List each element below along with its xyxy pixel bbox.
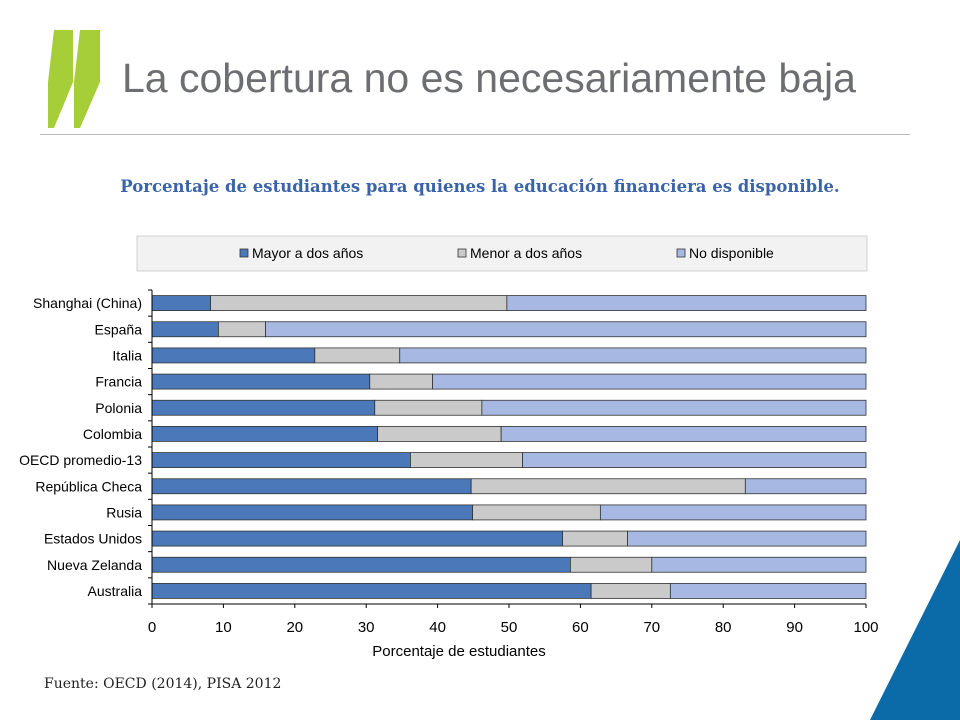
category-label: Estados Unidos [44,531,142,547]
x-tick-label: 60 [572,619,589,636]
bar-segment [399,347,867,364]
bar-segment [377,426,502,442]
bar-segment [669,583,867,599]
bar-segment [481,399,867,416]
bar-segment [506,295,867,311]
x-axis-label: Porcentaje de estudiantes [372,643,545,660]
x-tick-label: 100 [853,619,878,636]
bar-segment [151,426,379,442]
category-label: Francia [95,374,142,390]
bar-segment [151,295,211,311]
bar-segment [151,399,376,416]
bar-segment [374,399,483,416]
page-title: La cobertura no es necesariamente baja [122,55,856,101]
bar-segment [500,426,867,442]
category-label: Shanghai (China) [33,295,142,311]
x-tick-label: 40 [429,619,446,636]
bar-segment [369,373,434,390]
bar-segment [151,373,371,390]
category-label: Rusia [106,504,142,520]
bar-segment [570,556,653,573]
x-tick-label: 70 [643,619,660,636]
x-tick-label: 0 [148,619,156,636]
chart-subtitle: Porcentaje de estudiantes para quienes l… [120,177,840,196]
category-label: Australia [88,583,143,599]
bar-segment [314,347,401,364]
x-tick-label: 80 [715,619,732,636]
legend-label: No disponible [689,245,774,261]
source-note: Fuente: OECD (2014), PISA 2012 [44,676,282,692]
bar-segment [151,347,316,364]
title-divider [40,134,910,135]
oecd-logo-icon [48,30,100,128]
bar-segment [599,504,867,521]
bar-segment [432,373,867,390]
bar-segment [151,556,571,573]
corner-decoration [870,540,960,720]
category-label: Colombia [83,426,142,442]
bar-segment [522,452,867,468]
bar-segment [590,583,671,599]
x-tick-label: 30 [358,619,375,636]
plot-area: Shanghai (China) España Italia Francia Polon… [19,289,879,660]
legend-label: Menor a dos años [470,245,582,261]
x-tick-label: 10 [215,619,232,636]
category-label: España [95,321,143,337]
bar-segment [151,583,592,599]
x-tick-label: 20 [286,619,303,636]
bar-segment [151,504,473,521]
legend-box [136,235,868,272]
bar-segment [744,478,867,495]
category-label: República Checa [35,478,142,494]
bar-segment [151,321,219,338]
category-label: OECD promedio-13 [19,452,142,468]
chart-legend: Mayor a dos años Menor a dos años No dispo… [136,235,868,272]
legend-swatch [676,248,686,258]
legend-label: Mayor a dos años [252,245,363,261]
category-label: Italia [112,347,142,363]
bar-segment [627,530,867,547]
bar-segment [151,530,563,547]
bar-segment [470,478,746,495]
bar-segment [562,530,628,547]
bar-segment [410,452,523,468]
category-label: Polonia [95,400,142,416]
bar-segment [651,556,867,573]
category-label: Nueva Zelanda [47,557,142,573]
bar-segment [472,504,601,521]
x-tick-label: 90 [786,619,803,636]
x-tick-label: 50 [501,619,518,636]
bar-segment [151,478,472,495]
legend-swatch [457,248,467,258]
legend-swatch [239,248,249,258]
bar-segment [218,321,266,338]
bar-segment [210,295,508,311]
bar-segment [265,321,867,338]
bar-segment [151,452,411,468]
